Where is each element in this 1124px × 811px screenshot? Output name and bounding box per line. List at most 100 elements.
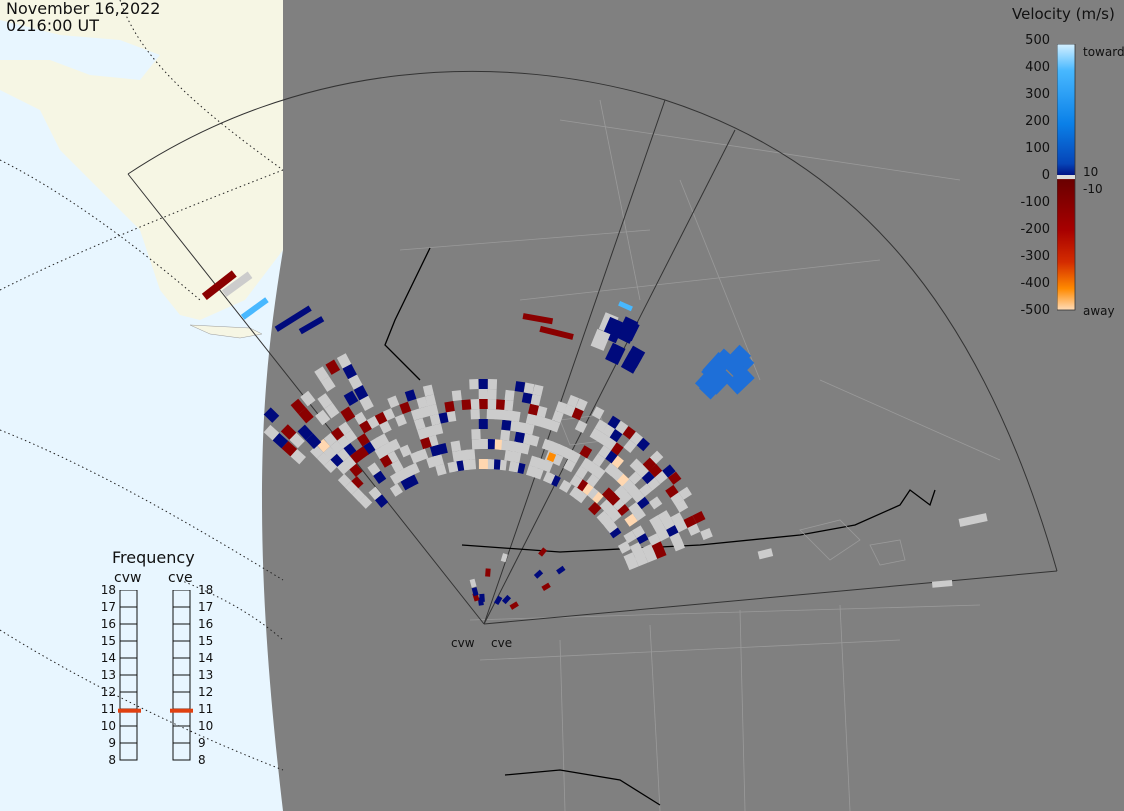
scatter-cell [469, 578, 477, 588]
scatter-cell [281, 440, 298, 457]
scatter-cell [610, 454, 624, 469]
scatter-cell [390, 459, 404, 473]
scatter-cell [420, 436, 432, 450]
scatter-cell [416, 396, 428, 409]
scatter-cell [503, 399, 514, 411]
scatter-cell [594, 419, 608, 433]
scatter-cell [374, 445, 388, 460]
scatter-cell [600, 515, 615, 529]
scatter-cell [478, 458, 488, 470]
scatter-cell [342, 455, 357, 470]
frequency-scale-label: 8 [198, 753, 206, 767]
scatter-cell [604, 520, 618, 534]
scatter-cell [336, 353, 352, 369]
scatter-cell [589, 428, 603, 442]
scatter-cell [590, 490, 604, 504]
scatter-cell [538, 547, 548, 557]
scatter-cell [330, 440, 344, 455]
country-boundaries [384, 247, 936, 806]
scatter-cell [592, 465, 606, 480]
scatter-cell [647, 533, 661, 546]
scatter-cell [426, 455, 438, 469]
scatter-cell [344, 481, 359, 495]
scatter-cell [387, 395, 400, 409]
scatter-cell [629, 431, 643, 446]
scatter-cell [389, 483, 403, 497]
scatter-cell [323, 446, 337, 460]
frequency-scale-label: 12 [198, 685, 214, 699]
scatter-cell [348, 374, 363, 390]
scatter-cell [649, 515, 663, 529]
scatter-cell [337, 473, 352, 488]
scatter-cell [374, 494, 389, 508]
scatter-cell [623, 530, 637, 544]
scatter-cell [726, 366, 755, 395]
scatter-cell [508, 420, 520, 432]
scatter-cell [471, 587, 479, 597]
scatter-cell [726, 351, 755, 380]
scatter-cell [621, 478, 635, 492]
scatter-cell [604, 462, 618, 477]
colorbar-tick: 100 [1025, 141, 1050, 156]
scatter-cell [574, 420, 588, 434]
scatter-cell [574, 489, 588, 504]
scatter-cell [263, 424, 280, 441]
frequency-scale-label: 15 [198, 634, 214, 648]
colorbar-tick: 300 [1025, 87, 1050, 102]
scatter-cell [451, 390, 462, 402]
scatter-cell [608, 508, 622, 523]
scatter-cell [558, 479, 572, 493]
scatter-cell [355, 446, 369, 460]
scatter-cell [487, 388, 497, 400]
scatter-cell [330, 453, 344, 468]
scatter-cell [349, 463, 363, 478]
scatter-cell [330, 427, 345, 441]
scatter-cell [590, 328, 611, 351]
time-label: 0216:00 UT [6, 16, 100, 35]
scatter-cell [289, 432, 305, 449]
scatter-cell [382, 408, 396, 421]
scatter-cell [323, 459, 338, 474]
scatter-cell [413, 417, 426, 431]
scatter-cell [642, 457, 657, 471]
scatter-cell [665, 484, 679, 498]
scatter-cell [636, 437, 650, 452]
scatter-cell [648, 464, 663, 478]
scatter-cell [624, 513, 638, 527]
scatter-cell [683, 515, 697, 528]
scatter-cell [530, 394, 542, 406]
scatter-cell [687, 523, 701, 536]
scatter-cell [585, 485, 599, 500]
scatter-cell [450, 440, 462, 452]
scatter-cell [514, 431, 525, 444]
scatter-cell [470, 409, 480, 420]
scatter-cell [591, 406, 605, 420]
scatter-cell [641, 470, 655, 485]
scatter-cell [556, 565, 566, 575]
frequency-scale-label: 18 [100, 583, 116, 597]
scatter-cell [452, 450, 463, 462]
scatter-cell [409, 450, 423, 464]
colorbar-tick: -200 [1020, 222, 1050, 237]
scatter-cell [631, 489, 645, 504]
scatter-cell [274, 305, 312, 332]
scatter-cell [603, 504, 618, 518]
scatter-cell [350, 476, 364, 490]
scatter-cell [323, 432, 338, 447]
colorbar-tick: -10 [1083, 182, 1103, 196]
scatter-cell [485, 568, 491, 577]
scatter-cell [619, 318, 640, 342]
scatter-cell [628, 471, 642, 485]
scatter-cell [404, 389, 417, 402]
scatter-cell [417, 427, 429, 440]
scatter-cell [632, 507, 646, 522]
scatter-cell [586, 461, 600, 476]
scatter-cell [670, 492, 684, 506]
frequency-scale-label: 15 [100, 634, 116, 648]
frequency-scale-label: 13 [100, 668, 116, 682]
frequency-marker-east [170, 708, 193, 713]
colorbar-tick: 200 [1025, 114, 1050, 129]
scatter-cell [419, 406, 431, 419]
scatter-cell [757, 548, 774, 560]
scatter-cell [516, 421, 527, 434]
